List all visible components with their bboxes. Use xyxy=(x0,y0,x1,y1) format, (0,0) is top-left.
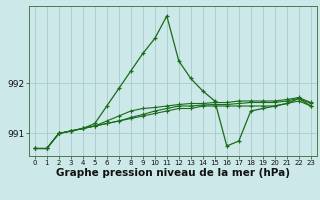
X-axis label: Graphe pression niveau de la mer (hPa): Graphe pression niveau de la mer (hPa) xyxy=(56,168,290,178)
